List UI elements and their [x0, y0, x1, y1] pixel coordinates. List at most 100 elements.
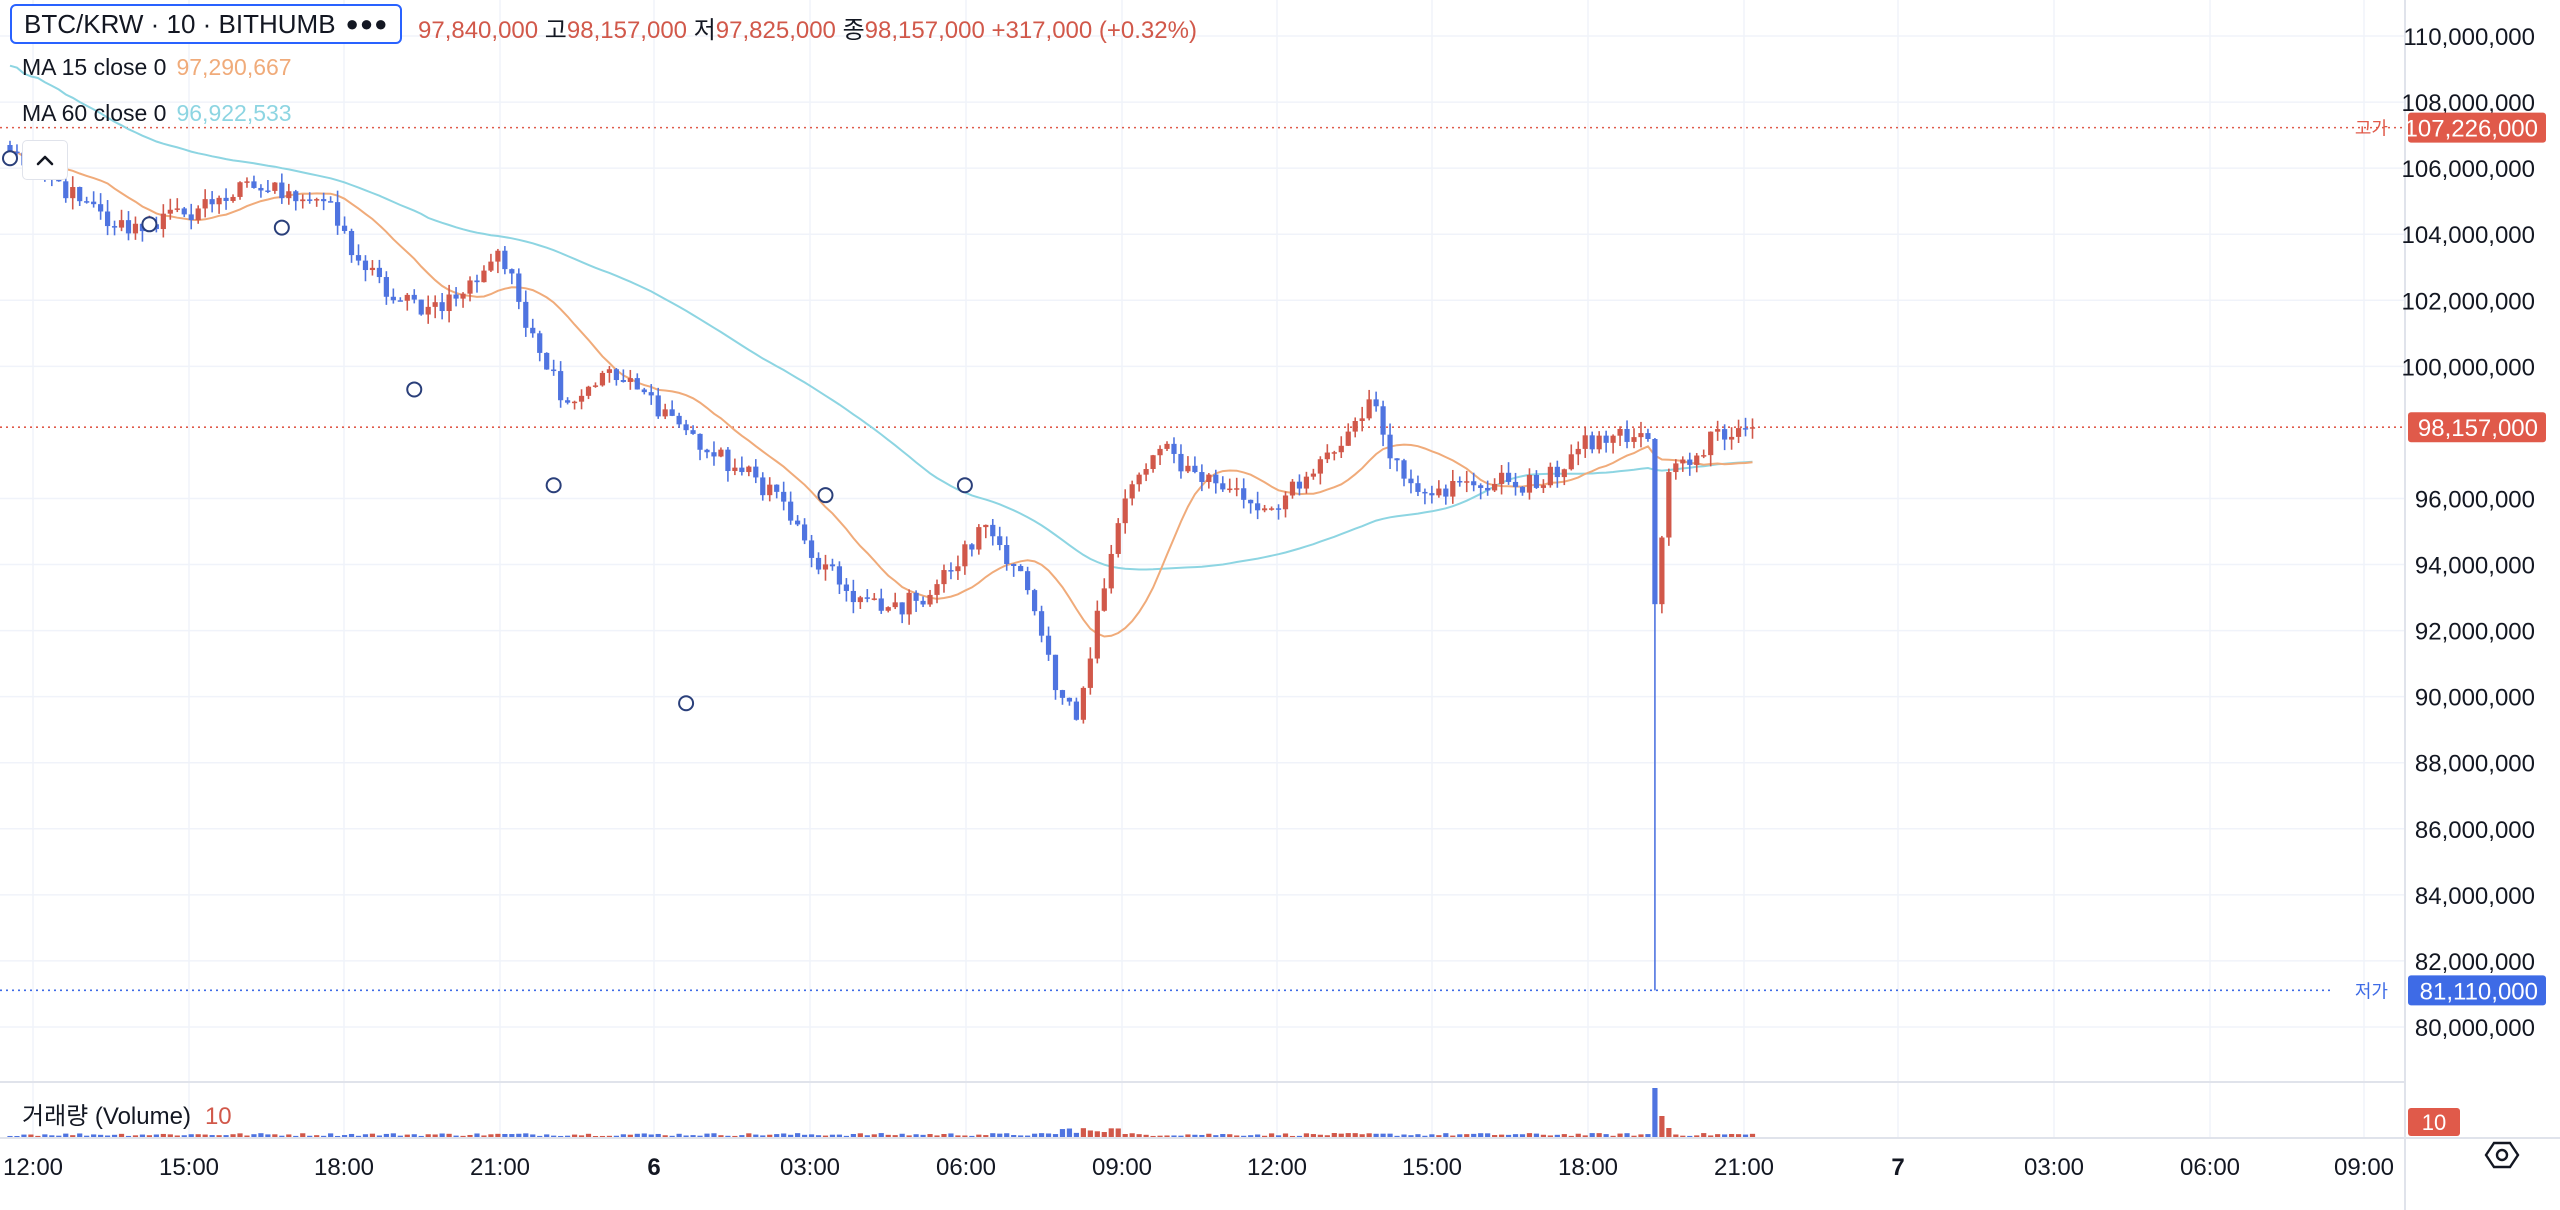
candle-body: [788, 501, 794, 521]
volume-bar: [1255, 1134, 1261, 1138]
volume-bar: [1715, 1134, 1721, 1138]
volume-bar: [1059, 1129, 1066, 1138]
volume-bar: [307, 1135, 313, 1138]
event-marker-icon[interactable]: [406, 381, 423, 398]
event-marker-icon[interactable]: [817, 487, 834, 504]
candle-body: [1380, 406, 1386, 435]
candle-body: [725, 449, 731, 472]
candle-body: [1338, 445, 1344, 453]
volume-bar: [767, 1134, 773, 1138]
volume-bar: [439, 1133, 445, 1138]
candle-body: [1094, 610, 1100, 659]
candle-body: [718, 449, 724, 457]
volume-bar: [955, 1135, 961, 1138]
volume-bar: [899, 1133, 905, 1138]
volume-bar: [948, 1133, 954, 1138]
volume-bar: [1115, 1128, 1121, 1138]
volume-bar: [551, 1135, 557, 1138]
volume-bar: [474, 1133, 480, 1138]
more-dots-icon[interactable]: ●●●: [345, 11, 389, 36]
volume-bar: [1185, 1134, 1191, 1138]
candle-body: [1227, 488, 1233, 491]
volume-bar: [63, 1133, 69, 1138]
candle-body: [460, 293, 466, 299]
volume-bar: [1589, 1133, 1595, 1138]
candle-body: [1443, 488, 1449, 497]
volume-bar: [1268, 1133, 1275, 1138]
candle-body: [1554, 466, 1560, 478]
candle-body: [1645, 433, 1651, 440]
volume-bar: [293, 1135, 299, 1138]
volume-value: 10: [204, 1103, 232, 1130]
price-scale[interactable]: 110,000,000 108,000,000 106,000,000 104,000…: [2355, 24, 2546, 1136]
volume-bar: [1066, 1128, 1073, 1138]
ma60-legend[interactable]: MA 60 close 0 96,922,533: [22, 100, 292, 127]
candle-body: [969, 544, 975, 550]
candle-body: [558, 371, 564, 401]
volume-label: 거래량 (Volume): [22, 1103, 191, 1130]
time-scale[interactable]: 12:00 15:00 18:00 21:00 6 03:00 06:00 09:00 12:0…: [3, 1141, 2520, 1181]
candle-body: [1687, 459, 1693, 465]
volume-bar: [1241, 1135, 1247, 1138]
volume-bar: [279, 1135, 285, 1138]
price-tick-label: 94,000,000: [2415, 553, 2535, 580]
candle-body: [1066, 697, 1073, 702]
ma60-polyline: [9, 64, 1753, 571]
candle-body: [627, 378, 633, 382]
event-marker-icon[interactable]: [141, 216, 158, 233]
volume-bar: [711, 1133, 717, 1138]
candle-body: [1603, 435, 1609, 443]
volume-bar: [7, 1135, 13, 1138]
volume-bar: [1234, 1135, 1240, 1138]
price-tick-label: 102,000,000: [2402, 288, 2535, 315]
event-marker-icon[interactable]: [273, 219, 290, 236]
volume-bar: [244, 1135, 250, 1138]
ma60-value: 96,922,533: [176, 100, 292, 126]
event-marker-icon[interactable]: [2, 150, 18, 167]
ma15-legend[interactable]: MA 15 close 0 97,290,667: [22, 54, 292, 81]
volume-bar: [418, 1135, 424, 1138]
candle-body: [739, 467, 745, 473]
volume-bar: [634, 1133, 640, 1138]
candle-body: [1408, 478, 1414, 484]
settings-gear-icon[interactable]: [2484, 1141, 2520, 1169]
event-marker-icon[interactable]: [956, 477, 973, 494]
candle-body: [307, 199, 313, 201]
candle-body: [1108, 553, 1114, 589]
candle-body: [328, 201, 334, 203]
volume-bar: [1192, 1134, 1198, 1138]
time-tick-label: 06:00: [2180, 1154, 2240, 1181]
collapse-legend-button[interactable]: [22, 140, 68, 180]
candle-body: [1498, 472, 1505, 484]
symbol-title[interactable]: BTC/KRW · 10 · BITHUMB ●●●: [10, 4, 403, 44]
volume-bar: [167, 1134, 173, 1138]
event-marker-icon[interactable]: [678, 695, 695, 712]
candle-body: [962, 544, 968, 567]
volume-bar: [725, 1135, 731, 1138]
volume-bar: [321, 1135, 327, 1138]
volume-bar: [969, 1135, 975, 1138]
volume-bar: [35, 1135, 41, 1138]
volume-bar: [1073, 1132, 1080, 1138]
volume-bar: [746, 1133, 752, 1138]
volume-bar: [453, 1135, 459, 1138]
candle-body: [1540, 485, 1546, 488]
event-marker-icon[interactable]: [545, 477, 562, 494]
candle-body: [1735, 428, 1742, 437]
ma60-label: MA 60 close 0: [22, 100, 167, 126]
candle-body: [669, 409, 675, 416]
volume-bar: [606, 1135, 613, 1138]
volume-bar: [1366, 1133, 1372, 1138]
candle-body: [934, 584, 940, 595]
candle-body: [1206, 474, 1212, 482]
candle-body: [544, 352, 550, 370]
candle-body: [1178, 453, 1184, 472]
price-tick-label: 104,000,000: [2402, 222, 2535, 249]
high-label: 고: [544, 17, 567, 44]
candle-body: [481, 270, 487, 283]
volume-bar: [843, 1135, 849, 1138]
candle-body: [397, 300, 403, 302]
volume-legend[interactable]: 거래량 (Volume) 10: [22, 1096, 232, 1131]
volume-bar: [1387, 1133, 1393, 1138]
